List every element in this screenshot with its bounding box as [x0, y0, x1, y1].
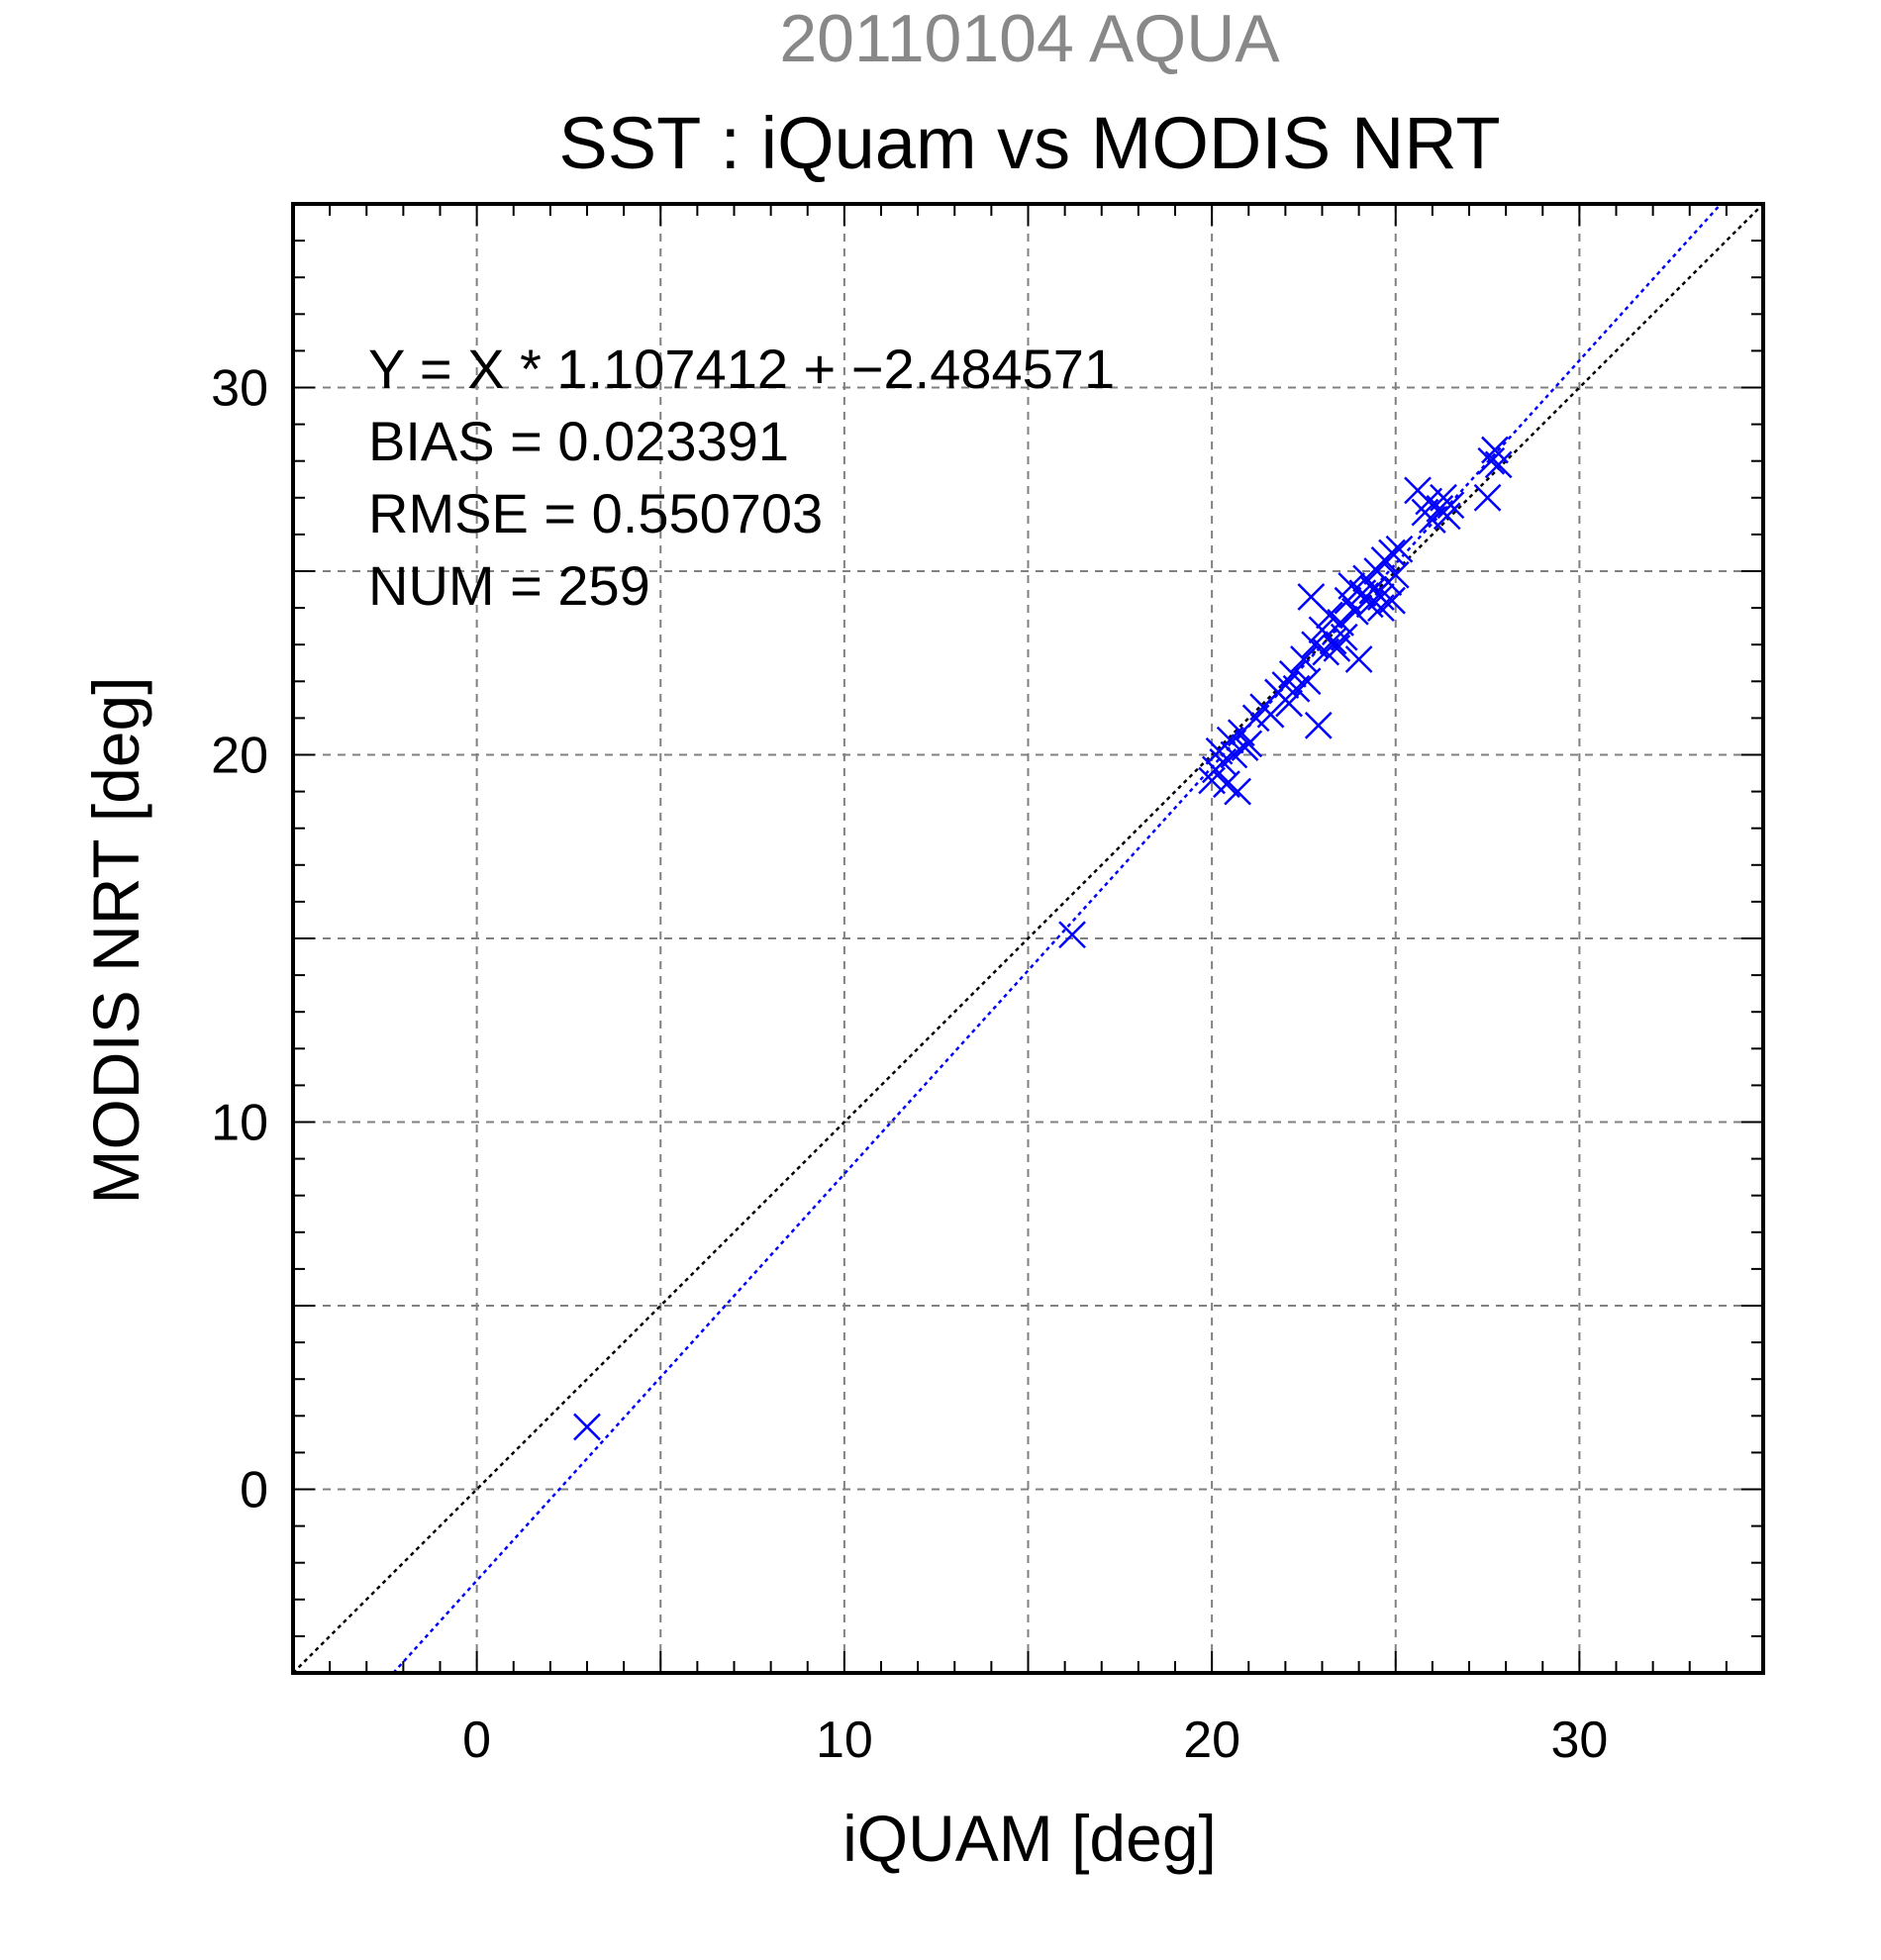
marker-stroke	[1293, 667, 1322, 696]
annotation-line: BIAS = 0.023391	[368, 410, 789, 472]
marker-stroke	[1304, 711, 1333, 739]
marker-stroke	[1341, 597, 1369, 626]
data-point	[1433, 502, 1461, 531]
plot-frame	[291, 202, 1765, 1675]
marker-stroke	[1330, 623, 1358, 651]
identity-line	[292, 203, 1764, 1674]
y-tick-label: 30	[211, 360, 268, 418]
marker-stroke	[1198, 766, 1227, 795]
data-point	[573, 1413, 601, 1441]
x-tick-labels: 0 10 20 30	[462, 1712, 1608, 1769]
marker-stroke	[1316, 601, 1343, 630]
data-point	[1293, 667, 1322, 696]
stats-annotations: Y = X * 1.107412 + −2.484571 BIAS = 0.023…	[368, 338, 1115, 617]
annotation-line: RMSE = 0.550703	[368, 482, 823, 544]
data-point	[1484, 450, 1513, 479]
data-point	[1344, 645, 1373, 673]
marker-stroke	[1436, 491, 1465, 520]
data-point	[1319, 627, 1347, 655]
marker-stroke	[1297, 583, 1326, 611]
y-tick-label: 0	[240, 1462, 268, 1519]
data-point	[1341, 597, 1369, 626]
y-axis-label: MODIS NRT [deg]	[79, 676, 152, 1204]
data-point	[1367, 583, 1395, 611]
data-point	[1385, 535, 1414, 563]
data-point	[1235, 730, 1263, 758]
data-point	[1304, 711, 1333, 739]
data-point	[1378, 586, 1406, 615]
data-point	[1256, 700, 1285, 729]
data-point	[1477, 446, 1506, 475]
marker-stroke	[1327, 609, 1354, 637]
x-axis-label: iQUAM [deg]	[842, 1802, 1217, 1875]
marker-stroke	[1385, 535, 1414, 563]
data-point	[1381, 560, 1410, 589]
annotation-line: Y = X * 1.107412 + −2.484571	[368, 338, 1115, 400]
y-tick-labels: 0 10 20 30	[211, 360, 268, 1519]
y-tick-label: 20	[211, 728, 268, 785]
marker-stroke	[1477, 446, 1506, 475]
data-point	[1224, 777, 1251, 806]
data-point	[1297, 583, 1326, 611]
reference-lines	[292, 203, 1764, 1674]
marker-stroke	[1484, 450, 1513, 479]
data-point	[1058, 921, 1086, 949]
marker-stroke	[1224, 777, 1251, 806]
data-point	[1473, 483, 1502, 512]
data-points	[573, 436, 1513, 1441]
chart-supertitle: 20110104 AQUA	[779, 1, 1280, 76]
grid-lines	[293, 204, 1763, 1673]
marker-stroke	[1319, 627, 1347, 655]
marker-stroke	[1367, 583, 1395, 611]
marker-stroke	[1481, 436, 1509, 464]
marker-stroke	[1433, 502, 1461, 531]
marker-stroke	[1058, 921, 1086, 949]
data-point	[1436, 491, 1465, 520]
marker-stroke	[1278, 659, 1307, 688]
x-tick-label: 0	[462, 1712, 491, 1769]
x-tick-label: 20	[1183, 1712, 1240, 1769]
marker-stroke	[1256, 700, 1285, 729]
marker-stroke	[1381, 560, 1410, 589]
annotation-line: NUM = 259	[368, 554, 650, 617]
x-tick-label: 30	[1550, 1712, 1608, 1769]
marker-stroke	[573, 1413, 601, 1441]
marker-stroke	[1213, 770, 1240, 799]
marker-stroke	[1275, 689, 1303, 718]
regression-line	[392, 203, 1723, 1674]
chart-title: SST : iQuam vs MODIS NRT	[558, 102, 1500, 184]
data-point	[1275, 689, 1303, 718]
marker-stroke	[1378, 586, 1406, 615]
y-tick-label: 10	[211, 1095, 268, 1152]
x-tick-label: 10	[816, 1712, 873, 1769]
marker-stroke	[1235, 730, 1263, 758]
marker-stroke	[1473, 483, 1502, 512]
marker-stroke	[1344, 645, 1373, 673]
data-point	[1330, 623, 1358, 651]
